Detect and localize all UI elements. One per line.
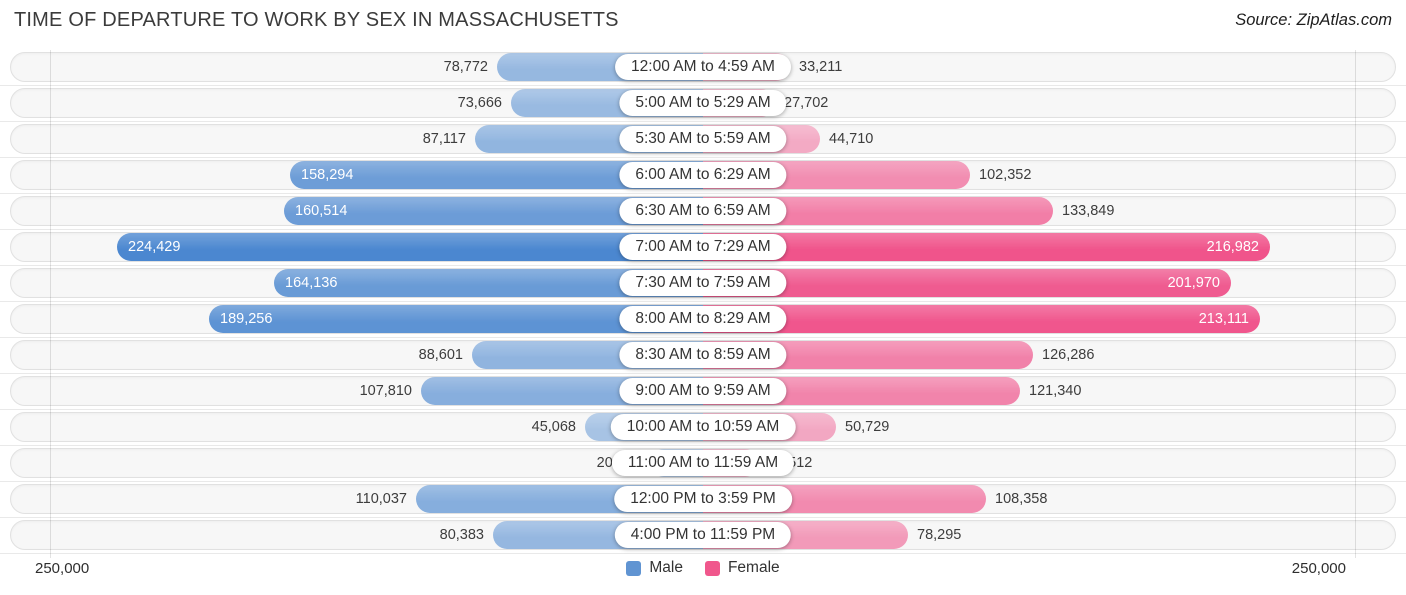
axis-max-label-left: 250,000 <box>35 560 90 577</box>
female-value-label: 201,970 <box>1167 275 1220 291</box>
female-bar[interactable] <box>703 305 1260 333</box>
category-label: 8:30 AM to 8:59 AM <box>619 342 787 368</box>
female-value-label: 102,352 <box>979 167 1032 183</box>
category-label: 5:00 AM to 5:29 AM <box>619 90 787 116</box>
page-title: TIME OF DEPARTURE TO WORK BY SEX IN MASS… <box>14 9 619 31</box>
female-value-label: 33,211 <box>799 59 843 75</box>
male-value-label: 87,117 <box>422 131 466 147</box>
category-label: 8:00 AM to 8:29 AM <box>619 306 787 332</box>
female-value-label: 133,849 <box>1062 203 1115 219</box>
female-value-label: 216,982 <box>1206 239 1259 255</box>
female-value-label: 44,710 <box>829 131 874 147</box>
axis-gridline-left <box>50 50 51 558</box>
category-label: 7:00 AM to 7:29 AM <box>619 234 787 260</box>
male-value-label: 45,068 <box>531 419 576 435</box>
female-value-label: 50,729 <box>845 419 890 435</box>
female-value-label: 108,358 <box>995 491 1048 507</box>
male-value-label: 189,256 <box>220 311 273 327</box>
chart-row: 164,136 201,970 7:30 AM to 7:59 AM <box>0 268 1406 302</box>
category-label: 6:00 AM to 6:29 AM <box>619 162 787 188</box>
axis-gridline-right <box>1355 50 1356 558</box>
axis-max-label-right: 250,000 <box>1291 560 1346 577</box>
legend-label-male: Male <box>649 559 683 576</box>
chart-row: 20,39021,51211:00 AM to 11:59 AM <box>0 448 1406 482</box>
legend: Male Female <box>0 559 1406 577</box>
male-bar[interactable] <box>117 233 703 261</box>
female-value-label: 78,295 <box>917 527 962 543</box>
female-bar[interactable] <box>703 269 1231 297</box>
female-value-label: 27,702 <box>784 95 829 111</box>
chart-row: 224,429 216,982 7:00 AM to 7:29 AM <box>0 232 1406 266</box>
source-attribution: Source: ZipAtlas.com <box>1235 11 1392 29</box>
category-label: 11:00 AM to 11:59 AM <box>611 450 795 476</box>
category-label: 7:30 AM to 7:59 AM <box>619 270 787 296</box>
legend-item-female[interactable]: Female <box>704 559 780 577</box>
chart-row: 158,294 102,352 6:00 AM to 6:29 AM <box>0 160 1406 194</box>
category-label: 12:00 AM to 4:59 AM <box>615 54 791 80</box>
female-bar[interactable] <box>703 233 1270 261</box>
category-label: 4:00 PM to 11:59 PM <box>614 522 792 548</box>
chart-row: 78,772 33,211 12:00 AM to 4:59 AM <box>0 52 1406 86</box>
category-label: 12:00 PM to 3:59 PM <box>614 486 792 512</box>
chart-row: 45,068 50,729 10:00 AM to 10:59 AM <box>0 412 1406 446</box>
male-value-label: 73,666 <box>457 95 502 111</box>
male-value-label: 78,772 <box>443 59 488 75</box>
female-value-label: 121,340 <box>1029 383 1082 399</box>
chart-row: 80,383 78,295 4:00 PM to 11:59 PM <box>0 520 1406 554</box>
male-value-label: 164,136 <box>285 275 338 291</box>
legend-item-male[interactable]: Male <box>626 559 683 577</box>
male-value-label: 160,514 <box>295 203 348 219</box>
male-value-label: 80,383 <box>439 527 484 543</box>
chart-row: 110,037 108,358 12:00 PM to 3:59 PM <box>0 484 1406 518</box>
chart-row: 73,666 27,702 5:00 AM to 5:29 AM <box>0 88 1406 122</box>
male-swatch-icon <box>626 560 642 576</box>
category-label: 6:30 AM to 6:59 AM <box>619 198 787 224</box>
chart-row: 88,601 126,286 8:30 AM to 8:59 AM <box>0 340 1406 374</box>
butterfly-chart: 78,772 33,211 12:00 AM to 4:59 AM 73,666 27,… <box>0 50 1406 558</box>
legend-label-female: Female <box>727 559 780 576</box>
category-label: 9:00 AM to 9:59 AM <box>619 378 787 404</box>
female-value-label: 126,286 <box>1042 347 1095 363</box>
male-value-label: 158,294 <box>301 167 354 183</box>
male-value-label: 110,037 <box>355 491 407 507</box>
chart-row: 107,810 121,340 9:00 AM to 9:59 AM <box>0 376 1406 410</box>
male-value-label: 224,429 <box>128 239 181 255</box>
chart-row: 160,514 133,849 6:30 AM to 6:59 AM <box>0 196 1406 230</box>
female-value-label: 213,111 <box>1198 311 1249 327</box>
category-label: 5:30 AM to 5:59 AM <box>619 126 787 152</box>
chart-row: 87,117 44,710 5:30 AM to 5:59 AM <box>0 124 1406 158</box>
male-value-label: 107,810 <box>359 383 412 399</box>
chart-row: 189,256 213,111 8:00 AM to 8:29 AM <box>0 304 1406 338</box>
category-label: 10:00 AM to 10:59 AM <box>610 414 796 440</box>
male-value-label: 88,601 <box>418 347 463 363</box>
female-swatch-icon <box>704 560 720 576</box>
